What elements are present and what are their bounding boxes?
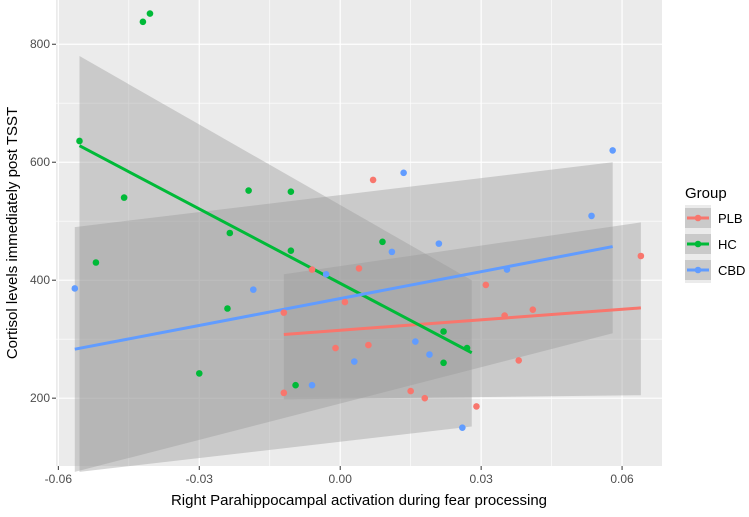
x-tick-label: -0.03 bbox=[186, 472, 214, 486]
data-point-hc bbox=[440, 359, 447, 367]
data-point-plb bbox=[637, 252, 645, 260]
x-tick-label: 0.03 bbox=[469, 472, 493, 486]
data-point-hc bbox=[287, 188, 295, 196]
legend-key-point-hc bbox=[694, 240, 702, 248]
legend-items: PLB HC CBD bbox=[685, 205, 745, 283]
x-tick-label: 0.06 bbox=[610, 472, 634, 486]
data-point-hc bbox=[287, 247, 295, 254]
legend-label-plb: PLB bbox=[718, 211, 743, 226]
legend-label-hc: HC bbox=[718, 237, 737, 252]
legend-key-point-cbd bbox=[694, 266, 702, 274]
data-point-hc bbox=[139, 18, 147, 26]
data-point-plb bbox=[421, 394, 429, 402]
data-point-plb bbox=[369, 176, 377, 184]
data-point-cbd bbox=[435, 240, 443, 247]
data-point-plb bbox=[280, 389, 288, 397]
x-tick-label: 0.00 bbox=[329, 472, 353, 486]
regression-line-hc bbox=[78, 144, 473, 355]
data-point-hc bbox=[76, 137, 83, 145]
data-point-hc bbox=[379, 238, 386, 246]
plot-panel bbox=[56, 0, 662, 466]
data-point-hc bbox=[224, 305, 231, 312]
data-point-cbd bbox=[250, 286, 257, 293]
data-point-plb bbox=[365, 341, 372, 349]
data-point-hc bbox=[195, 370, 203, 377]
regression-line-cbd bbox=[74, 245, 613, 351]
data-point-hc bbox=[440, 328, 447, 335]
data-point-hc bbox=[146, 10, 154, 17]
data-point-cbd bbox=[459, 424, 466, 431]
data-point-hc bbox=[120, 194, 128, 201]
data-point-cbd bbox=[609, 147, 616, 154]
data-point-cbd bbox=[588, 212, 595, 220]
y-tick-label: 600 bbox=[30, 155, 50, 169]
data-point-plb bbox=[501, 312, 508, 319]
x-axis-title: Right Parahippocampal activation during … bbox=[171, 492, 547, 509]
regression-lines bbox=[74, 144, 641, 355]
data-point-hc bbox=[292, 381, 299, 389]
axes: -0.06 -0.03 0.00 0.03 0.06 200 400 600 800 bbox=[30, 37, 634, 486]
data-point-cbd bbox=[308, 381, 316, 389]
data-point-plb bbox=[341, 298, 349, 306]
data-point-hc bbox=[463, 344, 471, 352]
regression-line-plb bbox=[283, 306, 641, 336]
confidence-band-cbd bbox=[74, 162, 613, 472]
data-point-plb bbox=[529, 306, 537, 313]
grid-lines bbox=[56, 0, 662, 466]
data-point-cbd bbox=[351, 358, 358, 365]
data-point-plb bbox=[515, 357, 523, 364]
data-point-cbd bbox=[412, 338, 419, 345]
data-point-plb bbox=[280, 309, 288, 316]
legend-label-cbd: CBD bbox=[718, 263, 745, 278]
data-point-plb bbox=[473, 403, 480, 410]
data-point-plb bbox=[308, 266, 316, 273]
data-point-plb bbox=[482, 281, 490, 289]
data-point-cbd bbox=[503, 266, 511, 273]
y-tick-label: 800 bbox=[30, 37, 50, 51]
data-point-plb bbox=[355, 265, 363, 272]
data-point-hc bbox=[245, 187, 252, 194]
data-points bbox=[71, 10, 645, 431]
data-point-hc bbox=[92, 259, 100, 266]
data-point-cbd bbox=[400, 169, 407, 177]
data-point-cbd bbox=[388, 248, 396, 256]
legend: Group PLB HC CBD bbox=[685, 185, 745, 283]
legend-title: Group bbox=[685, 185, 727, 202]
y-tick-label: 400 bbox=[30, 273, 50, 287]
confidence-band-hc bbox=[79, 56, 472, 472]
legend-key-point-plb bbox=[694, 214, 702, 222]
data-point-plb bbox=[332, 344, 339, 352]
data-point-cbd bbox=[71, 285, 79, 292]
x-tick-label: -0.06 bbox=[45, 472, 73, 486]
data-point-plb bbox=[407, 387, 414, 395]
y-tick-label: 200 bbox=[30, 391, 50, 405]
confidence-bands bbox=[74, 56, 641, 472]
confidence-band-plb bbox=[283, 222, 641, 400]
data-point-hc bbox=[226, 229, 234, 237]
y-axis-title: Cortisol levels immediately post TSST bbox=[4, 107, 21, 359]
data-point-cbd bbox=[322, 270, 330, 278]
data-point-cbd bbox=[426, 351, 433, 358]
